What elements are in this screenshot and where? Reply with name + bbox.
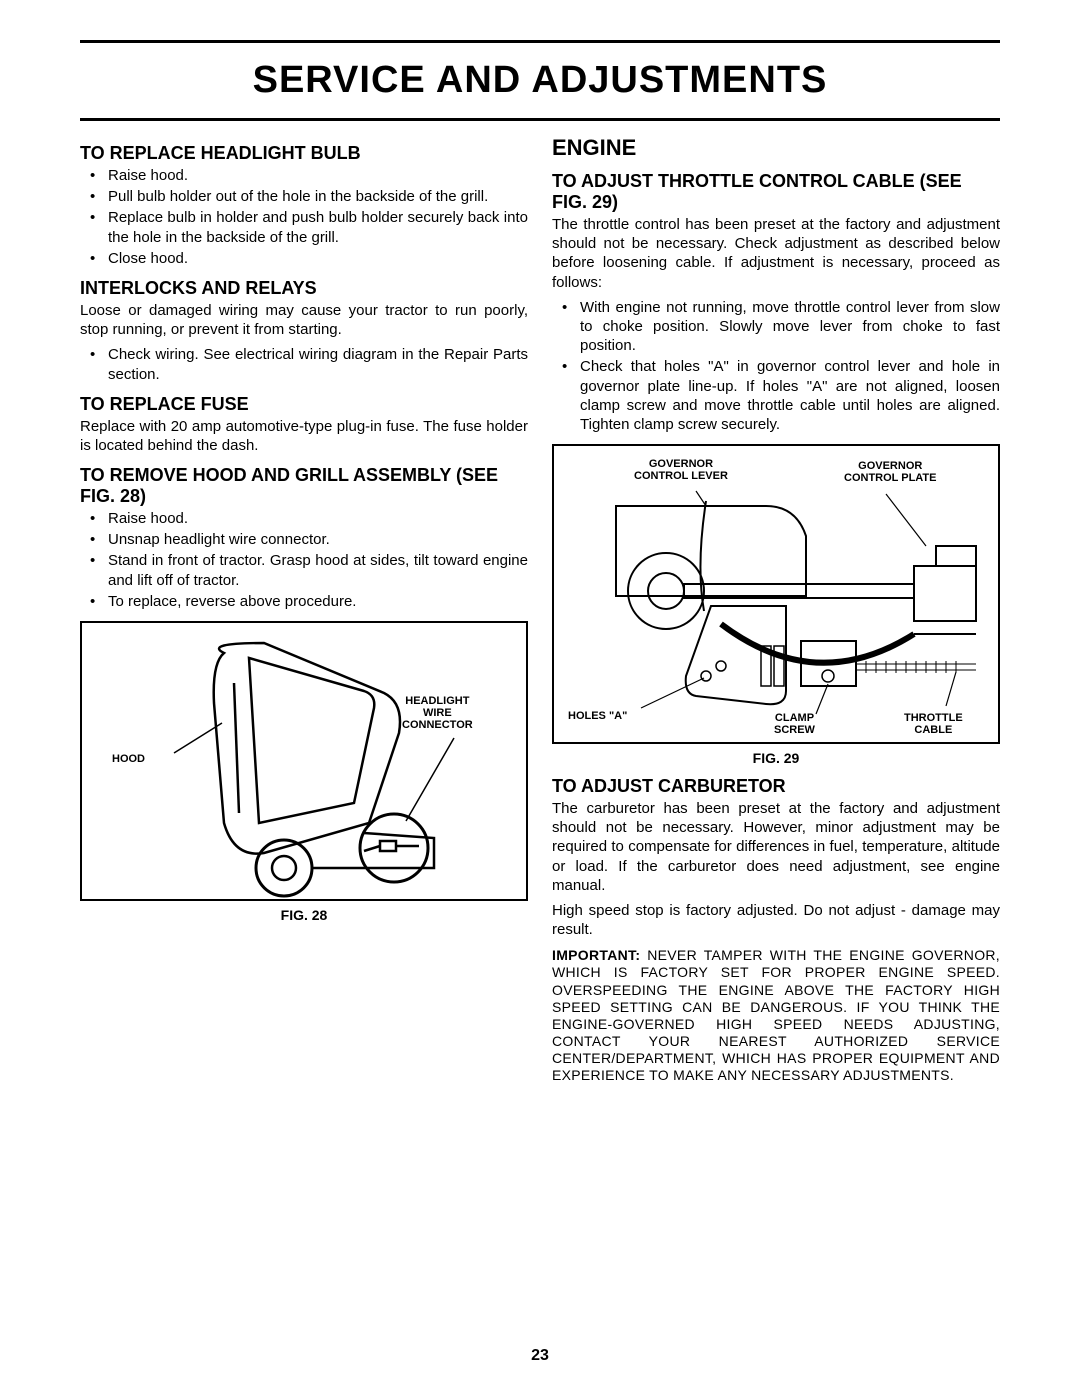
fig28-caption: FIG. 28 — [80, 907, 528, 923]
figure-28: HOOD HEADLIGHT WIRE CONNECTOR — [80, 621, 528, 901]
body-throttle: The throttle control has been preset at … — [552, 215, 1000, 292]
list-throttle: With engine not running, move throttle c… — [552, 298, 1000, 434]
list-item: Pull bulb holder out of the hole in the … — [80, 187, 528, 206]
list-interlocks: Check wiring. See electrical wiring diag… — [80, 345, 528, 383]
fig29-label-gov-lever: GOVERNOR CONTROL LEVER — [634, 458, 728, 482]
fig29-caption: FIG. 29 — [552, 750, 1000, 766]
list-item: With engine not running, move throttle c… — [552, 298, 1000, 356]
page-number: 23 — [0, 1347, 1080, 1365]
figure-29-svg — [554, 446, 998, 742]
body-carb2: High speed stop is factory adjusted. Do … — [552, 901, 1000, 939]
fig29-label-clamp: CLAMP SCREW — [774, 712, 815, 736]
list-item: Check that holes "A" in governor control… — [552, 357, 1000, 434]
list-item: Stand in front of tractor. Grasp hood at… — [80, 551, 528, 589]
heading-interlocks: INTERLOCKS AND RELAYS — [80, 278, 528, 299]
fig29-label-gov-plate: GOVERNOR CONTROL PLATE — [844, 460, 936, 484]
list-item: Unsnap headlight wire connector. — [80, 530, 528, 549]
fig28-label-connector: HEADLIGHT WIRE CONNECTOR — [402, 695, 473, 731]
page-title: SERVICE AND ADJUSTMENTS — [80, 40, 1000, 121]
heading-hood: TO REMOVE HOOD AND GRILL ASSEMBLY (See F… — [80, 465, 528, 507]
list-headlight: Raise hood. Pull bulb holder out of the … — [80, 166, 528, 268]
body-fuse: Replace with 20 amp automotive-type plug… — [80, 417, 528, 455]
body-interlocks: Loose or damaged wiring may cause your t… — [80, 301, 528, 339]
fig29-label-holes: HOLES "A" — [568, 710, 627, 722]
content-columns: TO REPLACE HEADLIGHT BULB Raise hood. Pu… — [80, 133, 1000, 1084]
important-text: NEVER TAMPER WITH THE ENGINE GOVERNOR, W… — [552, 947, 1000, 1083]
list-item: Raise hood. — [80, 509, 528, 528]
list-item: Check wiring. See electrical wiring diag… — [80, 345, 528, 383]
important-block: IMPORTANT: NEVER TAMPER WITH THE ENGINE … — [552, 947, 1000, 1084]
body-carb1: The carburetor has been preset at the fa… — [552, 799, 1000, 895]
figure-28-svg — [82, 623, 526, 899]
heading-headlight: TO REPLACE HEADLIGHT BULB — [80, 143, 528, 164]
list-item: Replace bulb in holder and push bulb hol… — [80, 208, 528, 246]
fig28-label-hood: HOOD — [112, 753, 145, 765]
left-column: TO REPLACE HEADLIGHT BULB Raise hood. Pu… — [80, 133, 528, 1084]
list-item: Close hood. — [80, 249, 528, 268]
heading-carb: TO ADJUST CARBURETOR — [552, 776, 1000, 797]
fig29-label-throttle: THROTTLE CABLE — [904, 712, 963, 736]
heading-engine: ENGINE — [552, 135, 1000, 161]
figure-29: GOVERNOR CONTROL LEVER GOVERNOR CONTROL … — [552, 444, 1000, 744]
list-item: To replace, reverse above procedure. — [80, 592, 528, 611]
heading-fuse: TO REPLACE FUSE — [80, 394, 528, 415]
right-column: ENGINE TO ADJUST THROTTLE CONTROL CABLE … — [552, 133, 1000, 1084]
important-label: IMPORTANT: — [552, 947, 647, 963]
heading-throttle: TO ADJUST THROTTLE CONTROL CABLE (See Fi… — [552, 171, 1000, 213]
list-hood: Raise hood. Unsnap headlight wire connec… — [80, 509, 528, 611]
list-item: Raise hood. — [80, 166, 528, 185]
